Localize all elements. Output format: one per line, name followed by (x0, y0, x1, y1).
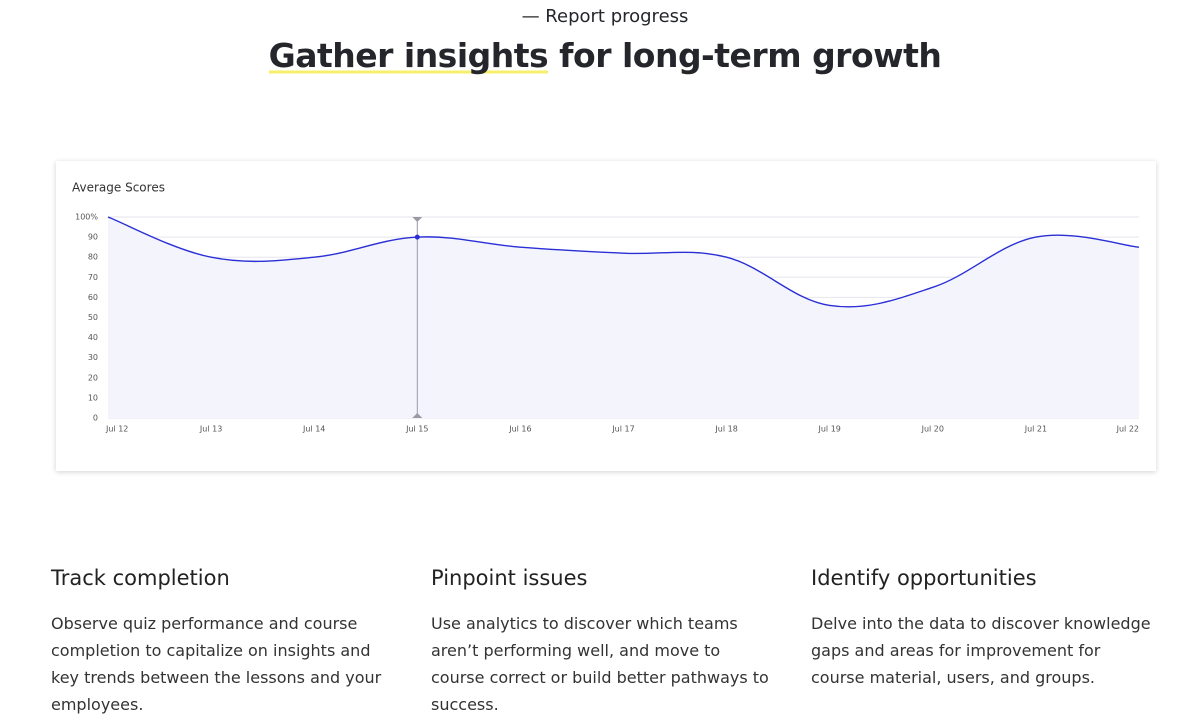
headline-highlight: Gather insights (268, 36, 549, 75)
headline-rest: for long-term growth (559, 36, 942, 75)
x-tick-label: Jul 17 (611, 425, 634, 434)
feature-text: Use analytics to discover which teams ar… (431, 614, 769, 714)
feature-title: Track completion (51, 566, 230, 590)
cursor-cap (412, 217, 423, 222)
x-tick-label: Jul 15 (405, 425, 428, 434)
y-tick-label: 40 (88, 333, 98, 342)
y-tick-label: 30 (88, 353, 98, 362)
y-tick-label: 10 (88, 393, 98, 402)
x-tick-label: Jul 18 (714, 425, 737, 434)
x-tick-label: Jul 12 (105, 425, 128, 434)
y-tick-label: 70 (88, 273, 98, 282)
y-tick-label: 90 (88, 233, 98, 242)
chart-title: Average Scores (72, 181, 165, 195)
feature-title: Identify opportunities (811, 566, 1037, 590)
cursor-cap (412, 413, 423, 418)
x-tick-label: Jul 14 (302, 425, 325, 434)
x-tick-label: Jul 21 (1024, 425, 1047, 434)
feature-text: Delve into the data to discover knowledg… (811, 614, 1151, 687)
feature: Track completion Observe quiz performance… (51, 566, 391, 718)
feature-text: Observe quiz performance and course comp… (51, 614, 382, 714)
feature-title: Pinpoint issues (431, 566, 588, 590)
eyebrow: — Report progress (521, 6, 689, 27)
y-tick-label: 100% (75, 213, 98, 222)
y-tick-label: 0 (93, 414, 98, 423)
y-tick-label: 60 (88, 293, 98, 302)
x-tick-label: Jul 22 (1116, 425, 1139, 434)
line (107, 216, 1140, 308)
hover-point (414, 234, 420, 240)
y-tick-label: 20 (88, 373, 98, 382)
feature: Identify opportunities Delve into the dat… (811, 566, 1151, 691)
area (108, 217, 1139, 418)
x-tick-label: Jul 19 (818, 425, 841, 434)
headline: Gather insights for long-term growth (0, 36, 1199, 75)
x-tick-label: Jul 16 (508, 425, 531, 434)
x-tick-label: Jul 13 (199, 425, 222, 434)
y-tick-label: 50 (88, 313, 98, 322)
y-tick-label: 80 (88, 253, 98, 262)
x-tick-label: Jul 20 (921, 425, 944, 434)
feature: Pinpoint issues Use analytics to discover… (431, 566, 771, 718)
